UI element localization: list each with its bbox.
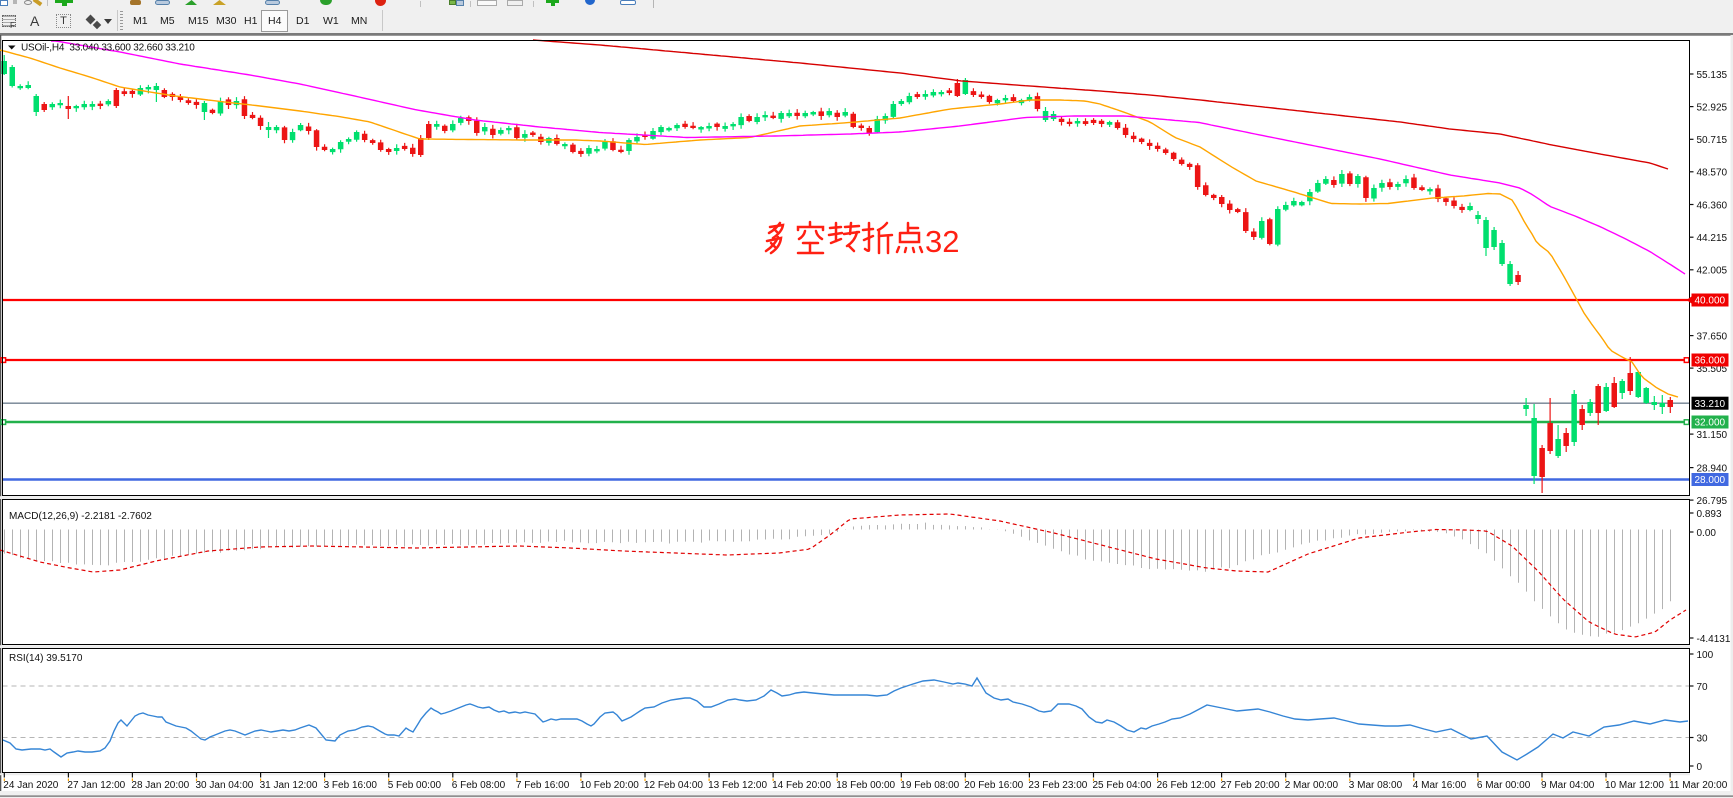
svg-text:12 Feb 04:00: 12 Feb 04:00: [644, 780, 703, 791]
svg-text:31.150: 31.150: [1697, 430, 1728, 441]
svg-text:44.215: 44.215: [1697, 233, 1728, 244]
svg-text:RSI(14) 39.5170: RSI(14) 39.5170: [9, 653, 83, 664]
svg-text:10 Feb 20:00: 10 Feb 20:00: [580, 780, 639, 791]
svg-text:-4.4131: -4.4131: [1697, 634, 1731, 645]
svg-text:5 Feb 00:00: 5 Feb 00:00: [388, 780, 442, 791]
svg-text:32.000: 32.000: [1695, 418, 1726, 429]
svg-text:3 Feb 16:00: 3 Feb 16:00: [324, 780, 378, 791]
svg-text:11 Mar 20:00: 11 Mar 20:00: [1669, 780, 1728, 791]
svg-text:25 Feb 04:00: 25 Feb 04:00: [1093, 780, 1152, 791]
svg-text:0.00: 0.00: [1697, 528, 1717, 539]
svg-text:24 Jan 2020: 24 Jan 2020: [3, 780, 58, 791]
svg-text:28.940: 28.940: [1697, 463, 1728, 474]
svg-text:37.650: 37.650: [1697, 331, 1728, 342]
svg-text:23 Feb 23:00: 23 Feb 23:00: [1028, 780, 1087, 791]
svg-text:55.135: 55.135: [1697, 70, 1728, 81]
svg-text:26 Feb 12:00: 26 Feb 12:00: [1157, 780, 1216, 791]
svg-text:48.570: 48.570: [1697, 168, 1728, 179]
svg-text:6 Feb 08:00: 6 Feb 08:00: [452, 780, 506, 791]
svg-text:30 Jan 04:00: 30 Jan 04:00: [196, 780, 254, 791]
svg-text:10 Mar 12:00: 10 Mar 12:00: [1605, 780, 1664, 791]
svg-text:3 Mar 08:00: 3 Mar 08:00: [1349, 780, 1403, 791]
svg-text:2 Mar 00:00: 2 Mar 00:00: [1285, 780, 1339, 791]
svg-text:13 Feb 12:00: 13 Feb 12:00: [708, 780, 767, 791]
svg-text:35.505: 35.505: [1697, 364, 1728, 375]
svg-text:31 Jan 12:00: 31 Jan 12:00: [260, 780, 318, 791]
svg-text:7 Feb 16:00: 7 Feb 16:00: [516, 780, 570, 791]
svg-text:6 Mar 00:00: 6 Mar 00:00: [1477, 780, 1531, 791]
svg-text:20 Feb 16:00: 20 Feb 16:00: [964, 780, 1023, 791]
svg-text:26.795: 26.795: [1697, 496, 1728, 507]
svg-text:USOil-,H4 33.040 33.600 32.66: USOil-,H4 33.040 33.600 32.660 33.210: [21, 43, 195, 54]
svg-text:4 Mar 16:00: 4 Mar 16:00: [1413, 780, 1467, 791]
svg-text:52.925: 52.925: [1697, 102, 1728, 113]
svg-text:MACD(12,26,9) -2.2181 -2.7602: MACD(12,26,9) -2.2181 -2.7602: [9, 511, 152, 522]
svg-text:19 Feb 08:00: 19 Feb 08:00: [900, 780, 959, 791]
svg-text:46.360: 46.360: [1697, 200, 1728, 211]
svg-text:14 Feb 20:00: 14 Feb 20:00: [772, 780, 831, 791]
svg-text:18 Feb 00:00: 18 Feb 00:00: [836, 780, 895, 791]
svg-text:0: 0: [1697, 762, 1703, 773]
svg-text:42.005: 42.005: [1697, 266, 1728, 277]
svg-text:30: 30: [1697, 733, 1709, 744]
svg-text:28 Jan 20:00: 28 Jan 20:00: [131, 780, 189, 791]
svg-text:28.000: 28.000: [1695, 475, 1726, 486]
svg-text:27 Feb 20:00: 27 Feb 20:00: [1221, 780, 1280, 791]
svg-text:9 Mar 04:00: 9 Mar 04:00: [1541, 780, 1595, 791]
svg-text:40.000: 40.000: [1695, 296, 1726, 307]
svg-text:33.210: 33.210: [1695, 399, 1726, 410]
svg-text:70: 70: [1697, 682, 1709, 693]
svg-text:36.000: 36.000: [1695, 356, 1726, 367]
svg-text:50.715: 50.715: [1697, 135, 1728, 146]
svg-text:32: 32: [925, 224, 959, 259]
svg-text:100: 100: [1697, 650, 1714, 661]
svg-text:27 Jan 12:00: 27 Jan 12:00: [67, 780, 125, 791]
svg-text:0.893: 0.893: [1697, 509, 1722, 520]
